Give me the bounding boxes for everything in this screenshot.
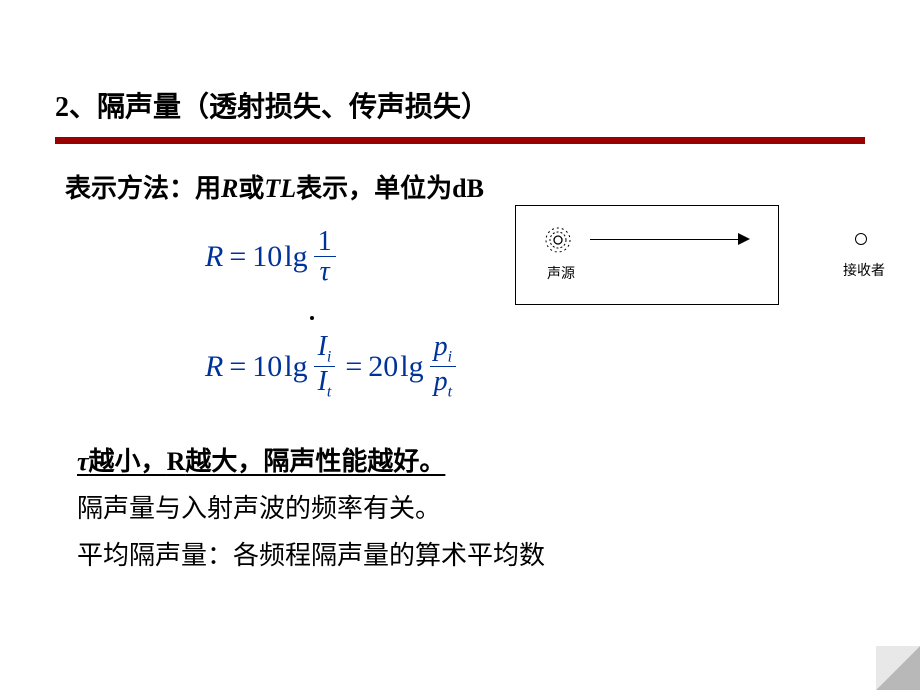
source-label: 声源 (547, 263, 575, 283)
arrow-line (590, 239, 740, 240)
section-number: 2 (55, 92, 69, 123)
section-text: 隔声量（透射损失、传声损失） (97, 92, 489, 123)
eq2-equals-2: = (345, 350, 362, 384)
notation-prefix: 表示方法：用 (65, 174, 221, 203)
body-line-2: 隔声量与入射声波的频率有关。 (77, 488, 865, 525)
symbol-R: R (221, 174, 238, 203)
body-line-1: τ越小，R越大，隔声性能越好。 (77, 441, 865, 478)
eq1-num: 1 (314, 227, 336, 256)
page-corner-fold (876, 646, 920, 690)
notation-mid: 或 (238, 174, 264, 203)
body-line-3: 平均隔声量：各频程隔声量的算术平均数 (77, 535, 865, 572)
eq1-fraction: 1 τ (314, 227, 336, 287)
notation-suffix: 表示，单位为 (296, 174, 452, 203)
eq2-fraction-1: Ii It (314, 332, 336, 402)
dot-marker (310, 316, 314, 320)
equation-1: R = 10 lg 1 τ (205, 227, 340, 287)
accent-bar (55, 137, 865, 144)
corner-front (876, 646, 920, 690)
eq2-equals: = (229, 350, 246, 384)
eq1-equals: = (229, 240, 246, 274)
body-text: τ越小，R越大，隔声性能越好。 隔声量与入射声波的频率有关。 平均隔声量：各频程… (77, 441, 865, 572)
eq2-lhs: R (205, 350, 223, 384)
notation-line: 表示方法：用R或TL表示，单位为dB (65, 168, 865, 205)
equation-2: R = 10 lg Ii It = 20 lg pi pt (205, 332, 460, 402)
unit-dB: dB (452, 174, 484, 203)
eq2-coef1: 10 (252, 350, 282, 384)
tau-symbol: τ (77, 447, 89, 476)
eq2-f2-num: pi (430, 332, 456, 366)
arrow-head-icon (738, 233, 750, 245)
diagram-box (515, 205, 779, 305)
eq1-lhs: R (205, 240, 223, 274)
eq2-coef2: 20 (368, 350, 398, 384)
receiver-icon (855, 233, 867, 245)
line1-b: 越大，隔声性能越好。 (185, 447, 445, 476)
section-sep: 、 (69, 92, 97, 123)
section-title: 2、隔声量（透射损失、传声损失） (55, 85, 865, 137)
sound-diagram: 声源 接收者 (515, 205, 890, 305)
slide: 2、隔声量（透射损失、传声损失） 表示方法：用R或TL表示，单位为dB R = … (0, 0, 920, 690)
eq2-f1-den: It (314, 367, 336, 401)
eq2-f2-den: pt (430, 367, 456, 401)
line1-a: 越小， (89, 447, 167, 476)
eq2-fraction-2: pi pt (430, 332, 456, 402)
eq2-op2: lg (400, 350, 423, 384)
eq1-coef: 10 (252, 240, 282, 274)
eq2-op1: lg (284, 350, 307, 384)
sound-source-icon (545, 227, 571, 253)
eq1-den: τ (316, 257, 334, 286)
receiver-label: 接收者 (843, 260, 885, 280)
eq1-op: lg (284, 240, 307, 274)
symbol-TL: TL (264, 174, 296, 203)
R-symbol: R (167, 447, 186, 476)
eq2-f1-num: Ii (314, 332, 336, 366)
